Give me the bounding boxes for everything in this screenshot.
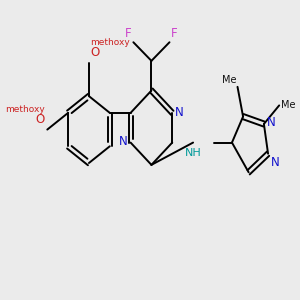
Text: NH: NH: [185, 148, 202, 158]
Text: O: O: [36, 113, 45, 126]
Text: N: N: [175, 106, 184, 118]
Text: Me: Me: [280, 100, 295, 110]
Text: methoxy: methoxy: [90, 38, 130, 47]
Text: Me: Me: [222, 75, 236, 85]
Text: N: N: [119, 135, 128, 148]
Text: N: N: [271, 156, 280, 169]
Text: methoxy: methoxy: [5, 105, 45, 114]
Text: F: F: [125, 27, 132, 40]
Text: N: N: [267, 116, 275, 129]
Text: O: O: [90, 46, 100, 59]
Text: F: F: [171, 27, 178, 40]
